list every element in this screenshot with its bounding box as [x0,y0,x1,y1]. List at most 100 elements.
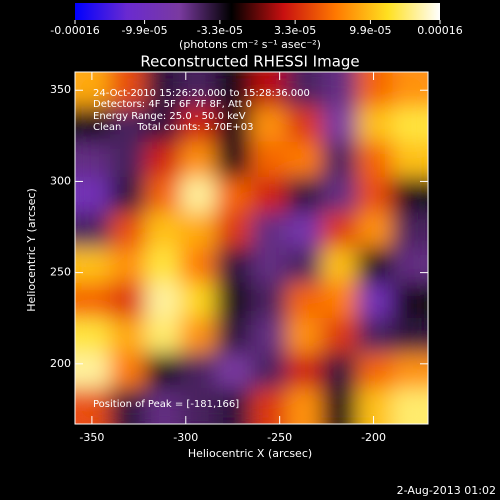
x-tick-label: -350 [79,431,104,444]
heatmap-cell [321,247,358,284]
heatmap-cell [145,141,182,179]
heatmap-cell [286,141,323,179]
heatmap-cell [251,282,288,319]
x-axis-label: Heliocentric X (arcsec) [188,447,312,460]
heatmap-cell [145,317,182,355]
heatmap-cell [251,141,288,179]
y-tick-label: 250 [50,266,71,279]
heatmap-cell [180,72,217,108]
heatmap-cell [215,247,252,284]
heatmap-cell [109,141,147,179]
heatmap-cell [215,388,252,424]
heatmap-cell [145,282,182,319]
heatmap-cell [109,388,147,424]
heatmap-cell [356,212,394,249]
heatmap-cell [75,388,111,424]
heatmap-cell [286,212,323,249]
colorbar-tick-label: -3.3e-05 [197,24,243,37]
heatmap-cell [321,317,358,355]
heatmap-cell [180,388,217,424]
heatmap-cell [75,282,111,319]
heatmap-cell [251,72,288,108]
heatmap-cell [356,72,394,108]
heatmap-cell [145,388,182,424]
y-axis-label: Heliocentric Y (arcsec) [25,188,38,312]
heatmap-cell [286,106,323,143]
heatmap-cell [109,282,147,319]
heatmap-cell [321,282,358,319]
heatmap-cell [251,177,288,214]
heatmap-cell [109,177,147,214]
heatmap-cell [356,317,394,355]
heatmap-cell [180,317,217,355]
footer: 2-Aug-2013 01:02 [397,484,496,497]
heatmap-cell [251,317,288,355]
heatmap-cell [356,177,394,214]
heatmap-cell [251,388,288,424]
heatmap-cell [321,141,358,179]
heatmap-cell [180,282,217,319]
heatmap-cell [356,388,394,424]
heatmap-cell [321,106,358,143]
heatmap-cell [286,247,323,284]
heatmap-cell [109,353,147,390]
heatmap-cell [145,212,182,249]
heatmap-cell [215,212,252,249]
heatmap-cell [215,317,252,355]
x-tick-label: -200 [361,431,386,444]
heatmap-cell [251,353,288,390]
colorbar-tick-label: 0.00016 [417,24,463,37]
heatmap-cell [75,106,111,143]
heatmap-cell [109,247,147,284]
plot-frame [74,71,429,425]
heatmap-cell [215,106,252,143]
heatmap-cell [286,388,323,424]
colorbar-tick-label: 9.9e-05 [349,24,391,37]
y-tick-label: 350 [50,83,71,96]
heatmap-cell [75,317,111,355]
heatmap-cell [180,141,217,179]
heatmap-cell [392,106,428,143]
heatmap-cell [251,247,288,284]
heatmap-cell [392,72,428,108]
heatmap-cell [356,106,394,143]
heatmap-cell [321,212,358,249]
y-tick-label: 300 [50,174,71,187]
chart-title: Reconstructed RHESSI Image [140,53,359,71]
heatmap-cell [145,247,182,284]
heatmap-cell [180,247,217,284]
heatmap-cell [286,72,323,108]
heatmap-cell [392,247,428,284]
heatmap-cell [75,247,111,284]
heatmap-cell [215,353,252,390]
heatmap-cell [145,353,182,390]
heatmap-cell [180,212,217,249]
heatmap-cell [215,72,252,108]
heatmap-cell [180,177,217,214]
colorbar-tick-label: -9.9e-05 [121,24,167,37]
heatmap-cell [286,353,323,390]
heatmap-cell [392,353,428,390]
heatmap-cell [109,317,147,355]
heatmap-cell [145,106,182,143]
heatmap-cell [215,282,252,319]
heatmap-cell [356,141,394,179]
heatmap-cell [75,177,111,214]
annotation: Clean Total counts: 3.70E+03 [93,122,253,133]
annotation: Position of Peak = [-181,166] [93,399,239,410]
heatmap-cell [392,212,428,249]
colorbar-tick-label: -0.00016 [50,24,99,37]
heatmap-cell [109,212,147,249]
colorbar-label: (photons cm⁻² s⁻¹ asec⁻²) [179,38,321,51]
heatmap-cell [180,353,217,390]
annotation: 24-Oct-2010 15:26:20.000 to 15:28:36.000 [93,88,310,99]
heatmap-cell [286,177,323,214]
heatmap-cell [392,317,428,355]
heatmap-cell [392,388,428,424]
heatmap-cell [321,353,358,390]
y-tick-label: 200 [50,357,71,370]
annotation: Energy Range: 25.0 - 50.0 keV [93,111,246,122]
colorbar [75,3,440,20]
